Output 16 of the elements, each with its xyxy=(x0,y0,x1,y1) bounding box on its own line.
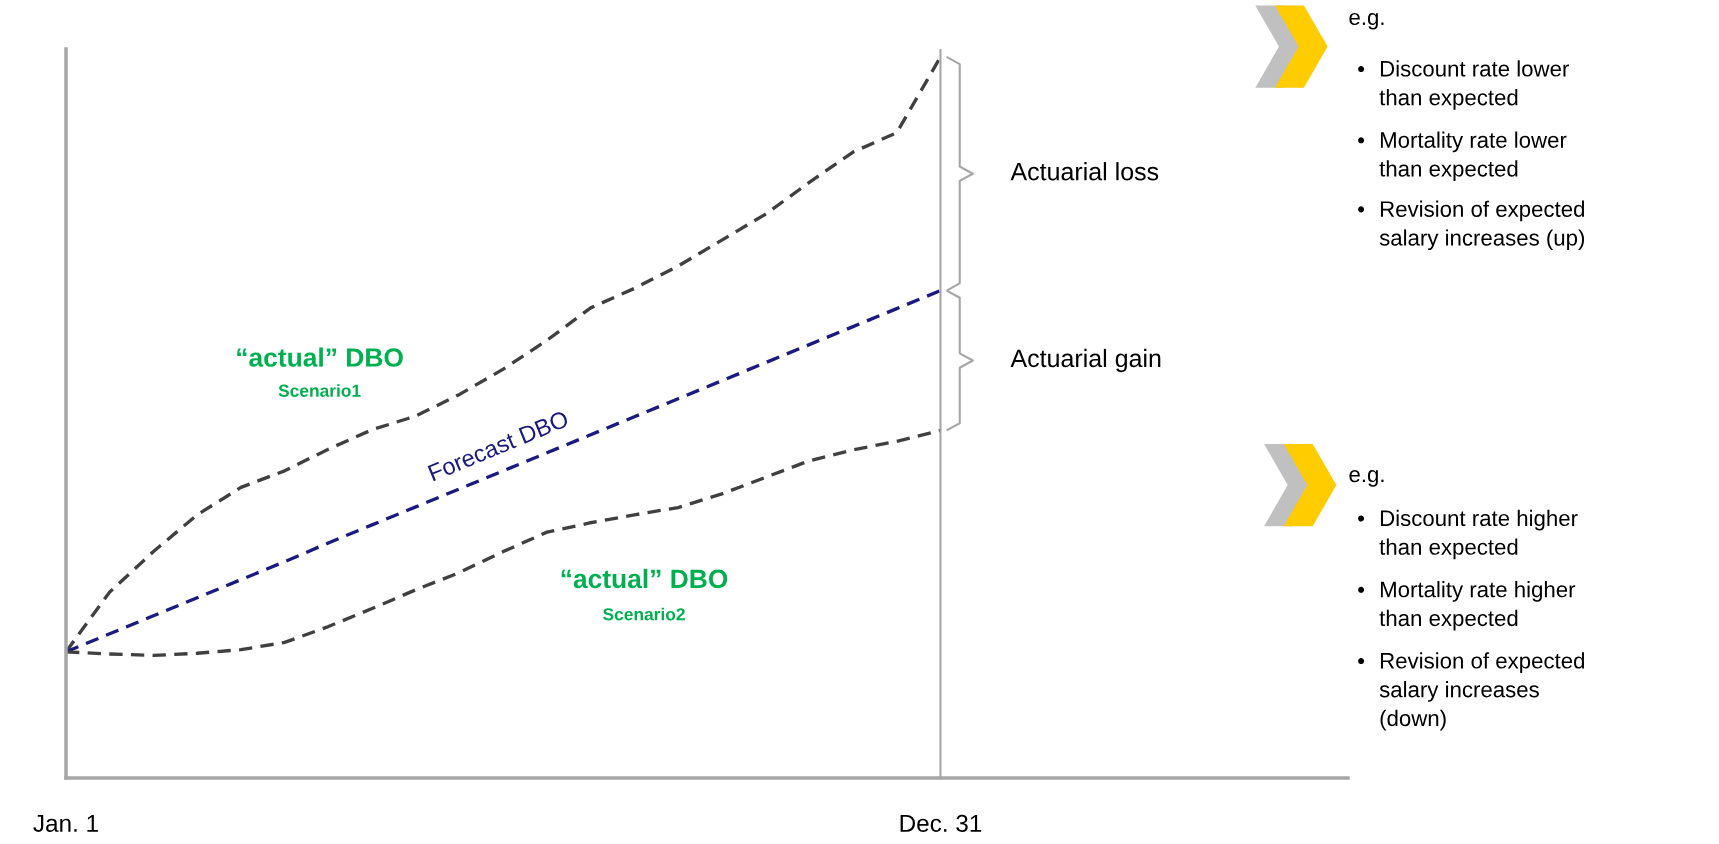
text: • Discount rate lower than expected xyxy=(1358,60,1569,110)
text: • Discount rate higher than expected xyxy=(1358,509,1578,560)
text: • Mortality rate lower than expected xyxy=(1358,131,1567,182)
text: • Revision of expected salary increases (up) xyxy=(1358,200,1585,251)
text: • Mortality rate higher than expected xyxy=(1358,581,1576,631)
annotation: Scenario1 xyxy=(278,384,361,397)
text: Actuarial loss xyxy=(1010,162,1159,181)
text: e.g. xyxy=(1349,470,1384,487)
series-label: “actual” DBO xyxy=(561,568,728,589)
text: e.g. xyxy=(1349,12,1384,30)
annotation: Scenario2 xyxy=(603,607,685,621)
series-label: “actual” DBO xyxy=(237,347,403,367)
x-tick-label: Jan. 1 xyxy=(33,815,98,832)
text: Actuarial gain xyxy=(1010,348,1161,373)
x-tick-label: Dec. 31 xyxy=(900,814,982,832)
text: • Revision of expected salary increases (down) xyxy=(1358,652,1585,731)
